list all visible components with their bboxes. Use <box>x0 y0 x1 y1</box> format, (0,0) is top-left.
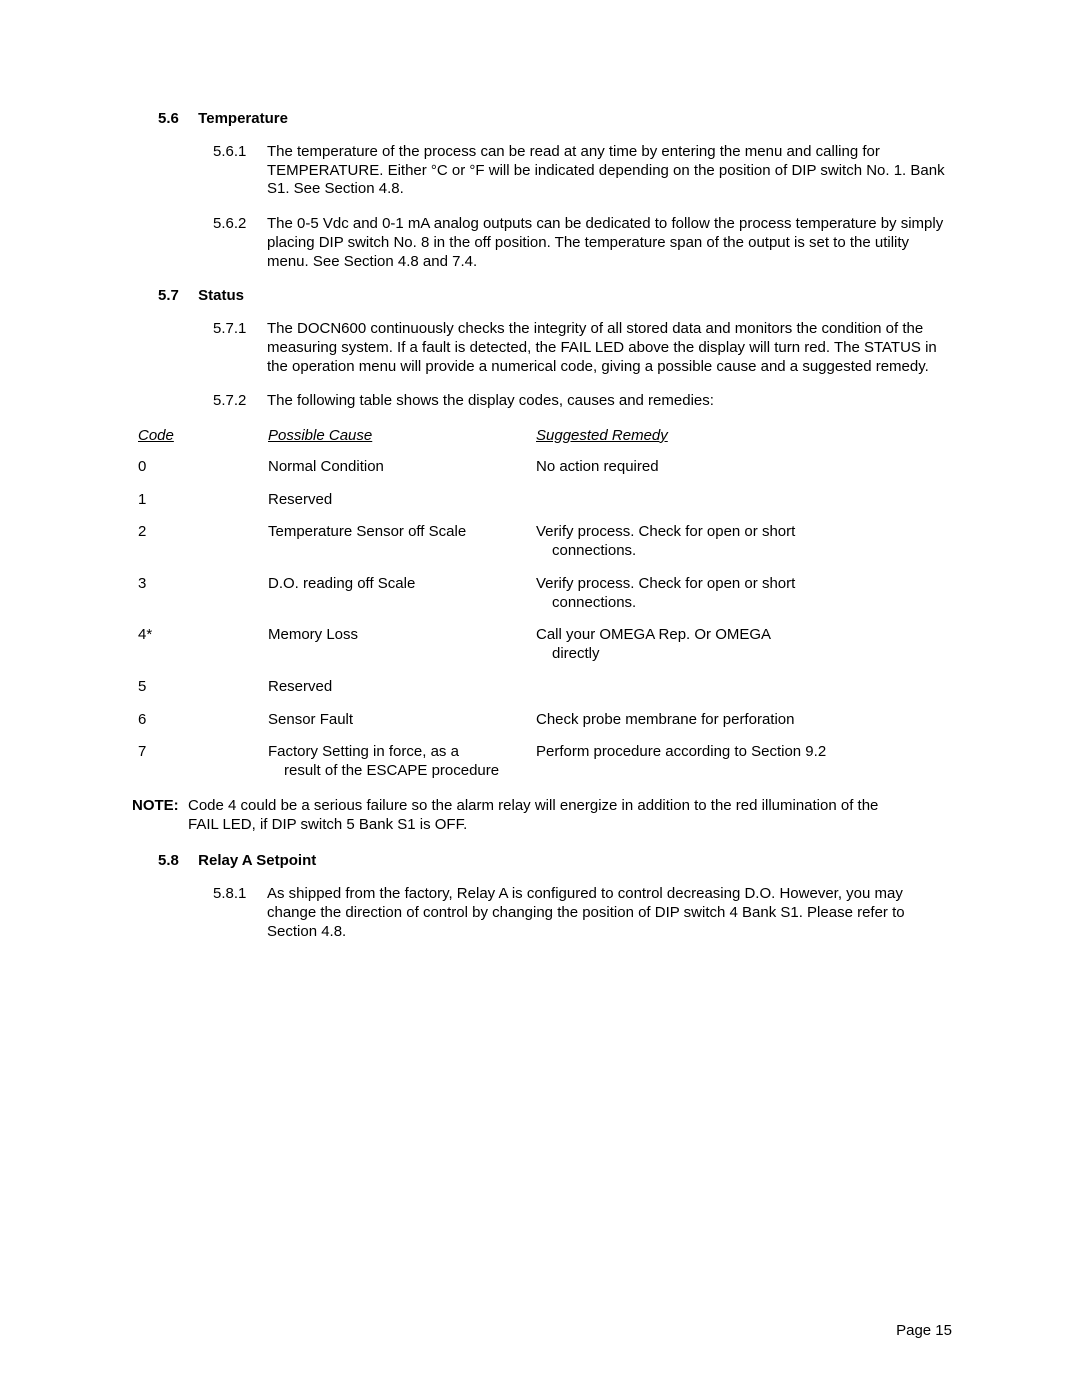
cell-cause: Factory Setting in force, as a result of… <box>268 743 536 781</box>
item-5-7-2: 5.7.2 The following table shows the disp… <box>128 392 952 411</box>
cell-remedy-line1: Call your OMEGA Rep. Or OMEGA <box>536 626 771 643</box>
section-5-6-title: Temperature <box>198 110 288 127</box>
cell-cause-line1: Memory Loss <box>268 626 358 643</box>
item-5-6-2: 5.6.2 The 0-5 Vdc and 0-1 mA analog outp… <box>128 215 952 271</box>
table-row: 2 Temperature Sensor off Scale Verify pr… <box>128 523 952 561</box>
cell-cause-line1: Factory Setting in force, as a <box>268 743 459 760</box>
item-5-8-1: 5.8.1 As shipped from the factory, Relay… <box>128 885 952 941</box>
table-header-row: Code Possible Cause Suggested Remedy <box>128 427 952 446</box>
cell-remedy: Perform procedure according to Section 9… <box>536 743 952 762</box>
cell-cause-line1: Sensor Fault <box>268 711 353 728</box>
item-5-6-1-text: The temperature of the process can be re… <box>267 143 952 199</box>
item-5-7-1-num: 5.7.1 <box>213 320 267 376</box>
table-row: 0 Normal Condition No action required <box>128 458 952 477</box>
cell-cause: Reserved <box>268 491 536 510</box>
cell-cause: Memory Loss <box>268 626 536 645</box>
cell-remedy: Check probe membrane for perforation <box>536 711 952 730</box>
cell-remedy-line1: Verify process. Check for open or short <box>536 523 795 540</box>
cell-remedy-line1: Check probe membrane for perforation <box>536 711 794 728</box>
note-block: NOTE: Code 4 could be a serious failure … <box>128 797 952 835</box>
item-5-6-1-num: 5.6.1 <box>213 143 267 199</box>
cell-code: 4* <box>128 626 268 645</box>
item-5-8-1-num: 5.8.1 <box>213 885 267 941</box>
header-remedy: Suggested Remedy <box>536 427 952 446</box>
item-5-7-2-text: The following table shows the display co… <box>267 392 952 411</box>
table-row: 7 Factory Setting in force, as a result … <box>128 743 952 781</box>
cell-remedy-line2: directly <box>536 645 952 664</box>
item-5-6-2-text: The 0-5 Vdc and 0-1 mA analog outputs ca… <box>267 215 952 271</box>
cell-cause: Sensor Fault <box>268 711 536 730</box>
cell-cause-line1: Normal Condition <box>268 458 384 475</box>
table-row: 5 Reserved <box>128 678 952 697</box>
cell-remedy-line2: connections. <box>536 594 952 613</box>
table-row: 4* Memory Loss Call your OMEGA Rep. Or O… <box>128 626 952 664</box>
item-5-7-1-text: The DOCN600 continuously checks the inte… <box>267 320 952 376</box>
item-5-6-2-num: 5.6.2 <box>213 215 267 271</box>
item-5-8-1-text: As shipped from the factory, Relay A is … <box>267 885 952 941</box>
item-5-7-2-num: 5.7.2 <box>213 392 267 411</box>
cell-cause: Reserved <box>268 678 536 697</box>
cell-remedy-line1: Verify process. Check for open or short <box>536 575 795 592</box>
cell-remedy-line1: Perform procedure according to Section 9… <box>536 743 826 760</box>
item-5-6-1: 5.6.1 The temperature of the process can… <box>128 143 952 199</box>
table-row: 1 Reserved <box>128 491 952 510</box>
cell-cause: Normal Condition <box>268 458 536 477</box>
section-5-7-heading: 5.7 Status <box>128 287 952 306</box>
cell-code: 6 <box>128 711 268 730</box>
cell-code: 2 <box>128 523 268 542</box>
cell-remedy: Call your OMEGA Rep. Or OMEGA directly <box>536 626 952 664</box>
cell-cause-line1: Temperature Sensor off Scale <box>268 523 466 540</box>
page-number: Page 15 <box>896 1322 952 1341</box>
cell-code: 3 <box>128 575 268 594</box>
cell-remedy: Verify process. Check for open or short … <box>536 575 952 613</box>
cell-code: 0 <box>128 458 268 477</box>
status-codes-table: Code Possible Cause Suggested Remedy 0 N… <box>128 427 952 781</box>
cell-code: 7 <box>128 743 268 762</box>
section-5-8-num: 5.8 <box>158 852 194 871</box>
cell-remedy: No action required <box>536 458 952 477</box>
cell-remedy-line1: No action required <box>536 458 659 475</box>
cell-cause: D.O. reading off Scale <box>268 575 536 594</box>
note-text: Code 4 could be a serious failure so the… <box>188 797 912 835</box>
header-code: Code <box>128 427 268 446</box>
cell-remedy: Verify process. Check for open or short … <box>536 523 952 561</box>
section-5-6-num: 5.6 <box>158 110 194 129</box>
cell-code: 5 <box>128 678 268 697</box>
table-row: 3 D.O. reading off Scale Verify process.… <box>128 575 952 613</box>
section-5-6-heading: 5.6 Temperature <box>128 110 952 129</box>
item-5-7-1: 5.7.1 The DOCN600 continuously checks th… <box>128 320 952 376</box>
cell-code: 1 <box>128 491 268 510</box>
section-5-8-heading: 5.8 Relay A Setpoint <box>128 852 952 871</box>
section-5-7-num: 5.7 <box>158 287 194 306</box>
header-cause: Possible Cause <box>268 427 536 446</box>
cell-cause-line1: Reserved <box>268 491 332 508</box>
cell-cause: Temperature Sensor off Scale <box>268 523 536 542</box>
cell-cause-line1: Reserved <box>268 678 332 695</box>
table-row: 6 Sensor Fault Check probe membrane for … <box>128 711 952 730</box>
section-5-7-title: Status <box>198 287 244 304</box>
note-label: NOTE: <box>132 797 188 835</box>
cell-cause-line1: D.O. reading off Scale <box>268 575 415 592</box>
cell-remedy-line2: connections. <box>536 542 952 561</box>
cell-cause-line2: result of the ESCAPE procedure <box>268 762 526 781</box>
section-5-8-title: Relay A Setpoint <box>198 852 316 869</box>
